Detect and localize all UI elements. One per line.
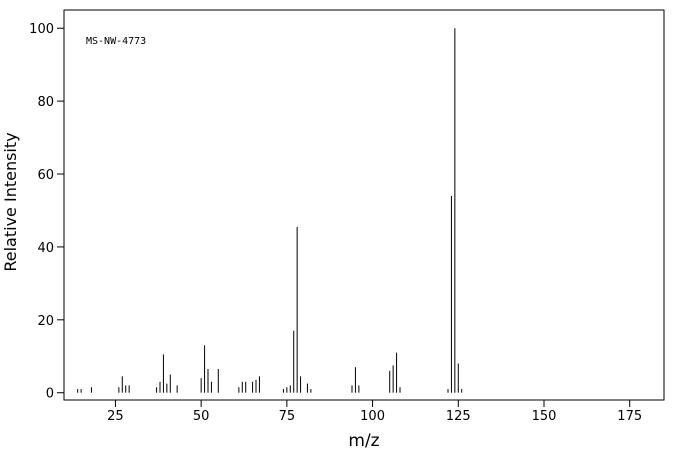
y-tick-label: 20 — [37, 314, 54, 329]
x-tick-label: 25 — [107, 409, 124, 424]
x-tick-label: 75 — [279, 409, 296, 424]
x-tick-label: 125 — [446, 409, 471, 424]
x-tick-label: 100 — [360, 409, 385, 424]
plot-frame — [63, 9, 665, 401]
x-axis-label: m/z — [348, 431, 379, 451]
x-tick-label: 50 — [193, 409, 210, 424]
y-axis-label: Relative Intensity — [1, 132, 20, 271]
y-tick-label: 60 — [37, 168, 54, 183]
y-tick-label: 0 — [46, 387, 54, 402]
y-tick-label: 100 — [29, 22, 54, 37]
x-tick-label: 150 — [532, 409, 557, 424]
y-tick-label: 80 — [37, 95, 54, 110]
y-tick-label: 40 — [37, 241, 54, 256]
spectrum-id: MS-NW-4773 — [86, 36, 146, 47]
x-tick-label: 175 — [617, 409, 642, 424]
